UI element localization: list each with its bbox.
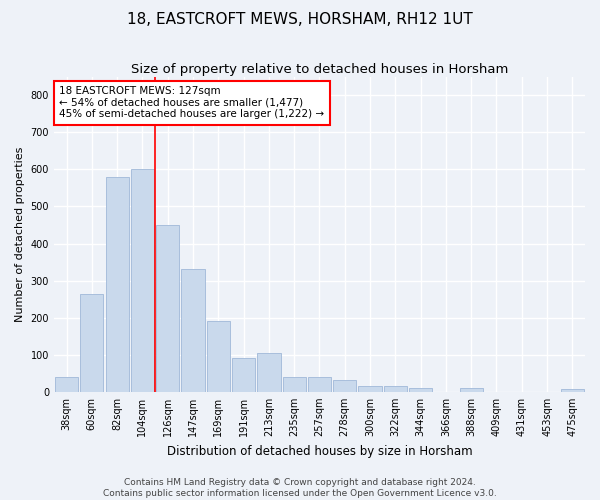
Bar: [333, 380, 356, 392]
Bar: [460, 388, 483, 392]
Bar: [358, 386, 382, 392]
Bar: [308, 377, 331, 392]
X-axis label: Distribution of detached houses by size in Horsham: Distribution of detached houses by size …: [167, 444, 472, 458]
Text: 18, EASTCROFT MEWS, HORSHAM, RH12 1UT: 18, EASTCROFT MEWS, HORSHAM, RH12 1UT: [127, 12, 473, 28]
Bar: [106, 177, 129, 392]
Bar: [156, 225, 179, 392]
Y-axis label: Number of detached properties: Number of detached properties: [15, 146, 25, 322]
Text: Contains HM Land Registry data © Crown copyright and database right 2024.
Contai: Contains HM Land Registry data © Crown c…: [103, 478, 497, 498]
Bar: [409, 388, 432, 392]
Bar: [257, 353, 281, 392]
Bar: [383, 386, 407, 392]
Text: 18 EASTCROFT MEWS: 127sqm
← 54% of detached houses are smaller (1,477)
45% of se: 18 EASTCROFT MEWS: 127sqm ← 54% of detac…: [59, 86, 325, 120]
Bar: [131, 170, 154, 392]
Bar: [206, 322, 230, 392]
Bar: [283, 377, 306, 392]
Bar: [181, 270, 205, 392]
Bar: [232, 358, 255, 392]
Bar: [55, 377, 78, 392]
Bar: [80, 294, 103, 392]
Bar: [561, 389, 584, 392]
Title: Size of property relative to detached houses in Horsham: Size of property relative to detached ho…: [131, 62, 508, 76]
